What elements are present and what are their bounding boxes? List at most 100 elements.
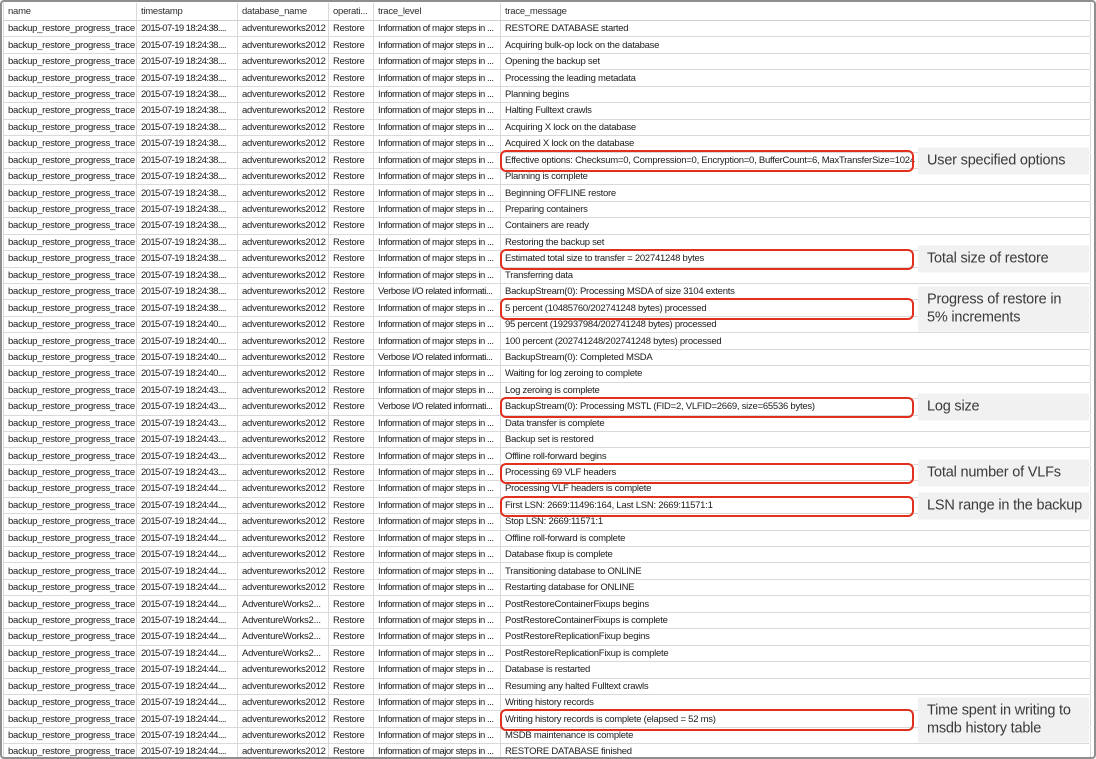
cell-operation[interactable]: Restore xyxy=(329,70,374,86)
table-row[interactable]: backup_restore_progress_trace 2015-07-19 … xyxy=(4,662,1091,679)
cell-database_name[interactable]: adventureworks2012 xyxy=(238,300,329,316)
cell-database_name[interactable]: adventureworks2012 xyxy=(238,37,329,53)
cell-timestamp[interactable]: 2015-07-19 18:24:43.... xyxy=(137,464,238,481)
cell-trace_message[interactable]: RESTORE DATABASE started xyxy=(501,21,1091,37)
cell-timestamp[interactable]: 2015-07-19 18:24:38.... xyxy=(137,168,238,185)
cell-trace_message[interactable]: First LSN: 2669:11496:164, Last LSN: 266… xyxy=(501,497,1091,514)
cell-trace_message[interactable]: Acquired X lock on the database xyxy=(501,136,1091,152)
cell-operation[interactable]: Restore xyxy=(329,86,374,103)
cell-database_name[interactable]: adventureworks2012 xyxy=(238,678,329,694)
cell-operation[interactable]: Restore xyxy=(329,547,374,563)
cell-operation[interactable]: Restore xyxy=(329,349,374,366)
cell-database_name[interactable]: adventureworks2012 xyxy=(238,251,329,267)
cell-trace_message[interactable]: Stop LSN: 2669:11571:1 xyxy=(501,514,1091,530)
table-row[interactable]: backup_restore_progress_trace 2015-07-19 … xyxy=(4,152,1091,169)
cell-trace_level[interactable]: Information of major steps in ... xyxy=(374,366,501,382)
cell-trace_message[interactable]: Data transfer is complete xyxy=(501,415,1091,431)
cell-trace_level[interactable]: Information of major steps in ... xyxy=(374,431,501,448)
cell-operation[interactable]: Restore xyxy=(329,316,374,333)
cell-trace_level[interactable]: Information of major steps in ... xyxy=(374,234,501,251)
cell-trace_message[interactable]: Estimated total size to transfer = 20274… xyxy=(501,251,1091,267)
cell-trace_message[interactable]: 100 percent (202741248/202741248 bytes) … xyxy=(501,333,1091,349)
cell-database_name[interactable]: adventureworks2012 xyxy=(238,234,329,251)
cell-trace_message[interactable]: Opening the backup set xyxy=(501,53,1091,70)
cell-trace_level[interactable]: Information of major steps in ... xyxy=(374,678,501,694)
cell-database_name[interactable]: adventureworks2012 xyxy=(238,382,329,399)
cell-timestamp[interactable]: 2015-07-19 18:24:40.... xyxy=(137,349,238,366)
cell-name[interactable]: backup_restore_progress_trace xyxy=(4,563,137,579)
cell-trace_message[interactable]: Offline roll-forward begins xyxy=(501,448,1091,464)
cell-name[interactable]: backup_restore_progress_trace xyxy=(4,629,137,645)
cell-timestamp[interactable]: 2015-07-19 18:24:44.... xyxy=(137,612,238,629)
cell-name[interactable]: backup_restore_progress_trace xyxy=(4,662,137,678)
cell-trace_message[interactable]: PostRestoreContainerFixups is complete xyxy=(501,612,1091,629)
cell-trace_message[interactable]: Containers are ready xyxy=(501,218,1091,234)
cell-operation[interactable]: Restore xyxy=(329,448,374,464)
cell-database_name[interactable]: adventureworks2012 xyxy=(238,366,329,382)
cell-trace_level[interactable]: Information of major steps in ... xyxy=(374,103,501,119)
table-row[interactable]: backup_restore_progress_trace 2015-07-19 … xyxy=(4,37,1091,54)
cell-timestamp[interactable]: 2015-07-19 18:24:38.... xyxy=(137,103,238,119)
cell-name[interactable]: backup_restore_progress_trace xyxy=(4,382,137,399)
cell-trace_level[interactable]: Information of major steps in ... xyxy=(374,37,501,53)
cell-name[interactable]: backup_restore_progress_trace xyxy=(4,136,137,152)
table-row[interactable]: backup_restore_progress_trace 2015-07-19 … xyxy=(4,185,1091,202)
cell-name[interactable]: backup_restore_progress_trace xyxy=(4,431,137,448)
cell-operation[interactable]: Restore xyxy=(329,37,374,53)
cell-timestamp[interactable]: 2015-07-19 18:24:44.... xyxy=(137,497,238,514)
cell-timestamp[interactable]: 2015-07-19 18:24:38.... xyxy=(137,300,238,316)
cell-operation[interactable]: Restore xyxy=(329,21,374,37)
cell-operation[interactable]: Restore xyxy=(329,119,374,136)
cell-name[interactable]: backup_restore_progress_trace xyxy=(4,21,137,37)
table-row[interactable]: backup_restore_progress_trace 2015-07-19 … xyxy=(4,563,1091,580)
cell-trace_level[interactable]: Information of major steps in ... xyxy=(374,21,501,37)
cell-database_name[interactable]: adventureworks2012 xyxy=(238,349,329,366)
cell-trace_level[interactable]: Verbose I/O related informati... xyxy=(374,349,501,366)
table-row[interactable]: backup_restore_progress_trace 2015-07-19 … xyxy=(4,251,1091,268)
cell-operation[interactable]: Restore xyxy=(329,530,374,546)
cell-trace_level[interactable]: Information of major steps in ... xyxy=(374,579,501,596)
cell-trace_level[interactable]: Information of major steps in ... xyxy=(374,662,501,678)
cell-trace_level[interactable]: Information of major steps in ... xyxy=(374,53,501,70)
cell-database_name[interactable]: adventureworks2012 xyxy=(238,744,329,757)
cell-database_name[interactable]: adventureworks2012 xyxy=(238,481,329,497)
cell-operation[interactable]: Restore xyxy=(329,431,374,448)
cell-timestamp[interactable]: 2015-07-19 18:24:44.... xyxy=(137,662,238,678)
cell-trace_level[interactable]: Information of major steps in ... xyxy=(374,201,501,218)
table-row[interactable]: backup_restore_progress_trace 2015-07-19 … xyxy=(4,596,1091,613)
cell-database_name[interactable]: adventureworks2012 xyxy=(238,514,329,530)
cell-trace_level[interactable]: Verbose I/O related informati... xyxy=(374,399,501,415)
table-row[interactable]: backup_restore_progress_trace 2015-07-19 … xyxy=(4,86,1091,104)
cell-trace_level[interactable]: Information of major steps in ... xyxy=(374,514,501,530)
table-row[interactable]: backup_restore_progress_trace 2015-07-19 … xyxy=(4,218,1091,235)
column-header-timestamp[interactable]: timestamp xyxy=(137,3,238,20)
cell-timestamp[interactable]: 2015-07-19 18:24:38.... xyxy=(137,21,238,37)
cell-name[interactable]: backup_restore_progress_trace xyxy=(4,514,137,530)
cell-trace_level[interactable]: Information of major steps in ... xyxy=(374,333,501,349)
cell-trace_level[interactable]: Information of major steps in ... xyxy=(374,168,501,185)
cell-timestamp[interactable]: 2015-07-19 18:24:38.... xyxy=(137,119,238,136)
column-header-database_name[interactable]: database_name xyxy=(238,3,329,20)
cell-timestamp[interactable]: 2015-07-19 18:24:43.... xyxy=(137,399,238,415)
cell-operation[interactable]: Restore xyxy=(329,744,374,757)
cell-operation[interactable]: Restore xyxy=(329,497,374,514)
cell-trace_level[interactable]: Information of major steps in ... xyxy=(374,267,501,283)
table-row[interactable]: backup_restore_progress_trace 2015-07-19 … xyxy=(4,514,1091,531)
cell-timestamp[interactable]: 2015-07-19 18:24:44.... xyxy=(137,596,238,612)
cell-name[interactable]: backup_restore_progress_trace xyxy=(4,284,137,300)
cell-timestamp[interactable]: 2015-07-19 18:24:38.... xyxy=(137,136,238,152)
cell-database_name[interactable]: adventureworks2012 xyxy=(238,497,329,514)
table-row[interactable]: backup_restore_progress_trace 2015-07-19 … xyxy=(4,547,1091,564)
cell-name[interactable]: backup_restore_progress_trace xyxy=(4,185,137,201)
cell-database_name[interactable]: adventureworks2012 xyxy=(238,694,329,711)
cell-trace_level[interactable]: Information of major steps in ... xyxy=(374,218,501,234)
cell-trace_message[interactable]: Transferring data xyxy=(501,267,1091,283)
cell-name[interactable]: backup_restore_progress_trace xyxy=(4,103,137,119)
cell-timestamp[interactable]: 2015-07-19 18:24:40.... xyxy=(137,333,238,349)
cell-name[interactable]: backup_restore_progress_trace xyxy=(4,300,137,316)
cell-trace_level[interactable]: Information of major steps in ... xyxy=(374,136,501,152)
cell-database_name[interactable]: adventureworks2012 xyxy=(238,563,329,579)
cell-database_name[interactable]: adventureworks2012 xyxy=(238,103,329,119)
cell-operation[interactable]: Restore xyxy=(329,399,374,415)
cell-operation[interactable]: Restore xyxy=(329,284,374,300)
